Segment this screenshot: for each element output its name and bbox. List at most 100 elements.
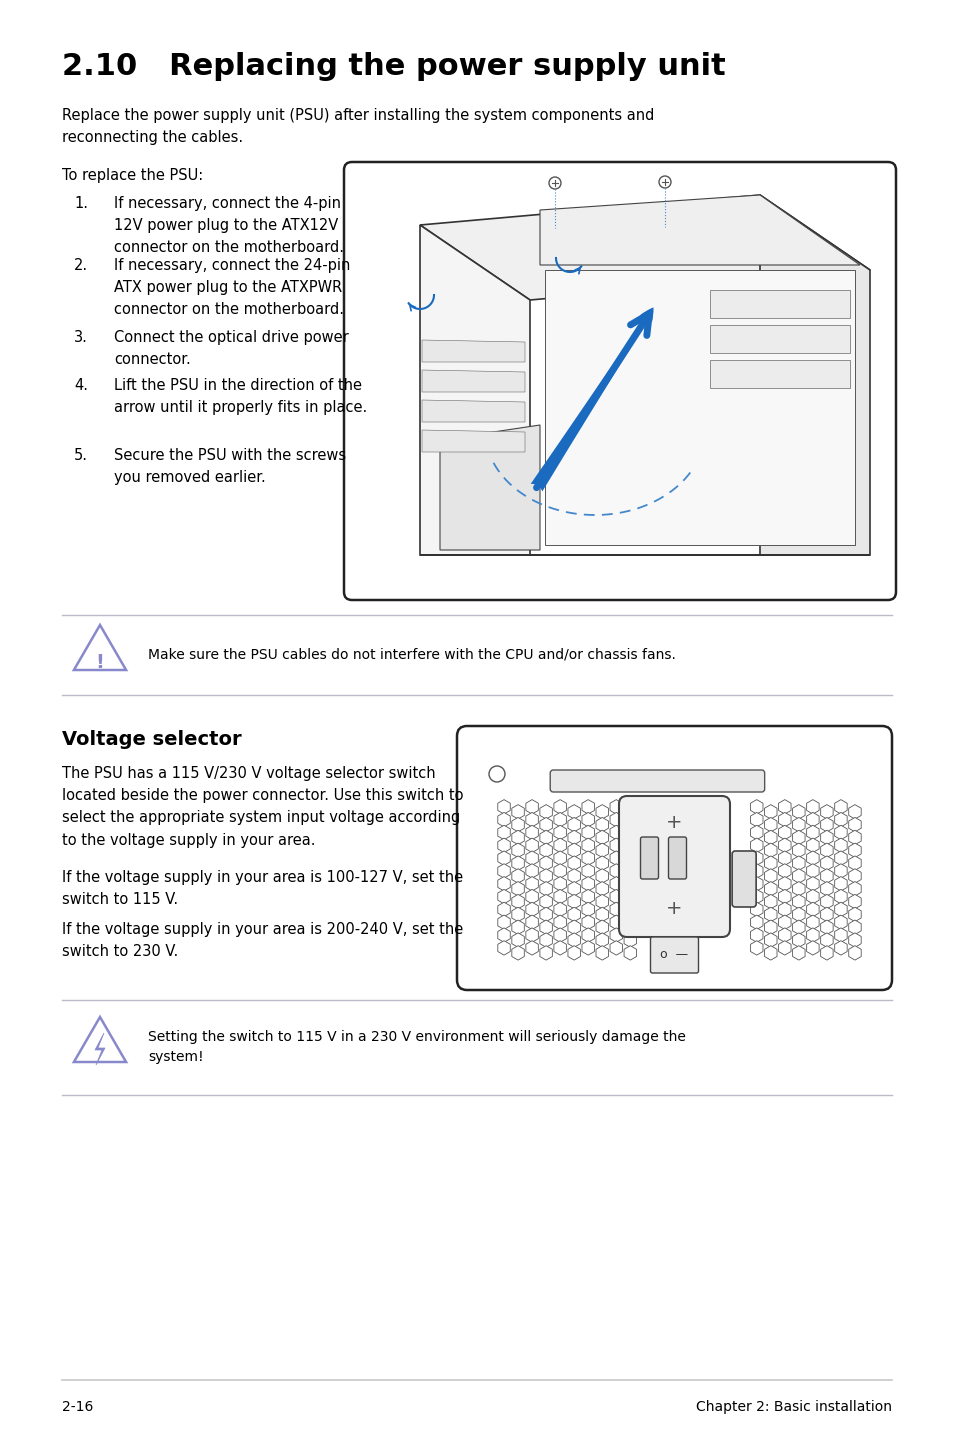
Polygon shape (834, 800, 846, 814)
Polygon shape (763, 933, 776, 948)
Polygon shape (596, 843, 608, 857)
Polygon shape (596, 805, 608, 820)
Polygon shape (581, 902, 594, 916)
Polygon shape (760, 196, 869, 555)
Polygon shape (820, 907, 832, 922)
Polygon shape (512, 805, 524, 820)
Polygon shape (750, 825, 762, 840)
Polygon shape (763, 856, 776, 870)
Polygon shape (806, 800, 819, 814)
Polygon shape (763, 907, 776, 922)
Polygon shape (750, 877, 762, 892)
Text: Chapter 2: Basic installation: Chapter 2: Basic installation (696, 1401, 891, 1414)
Polygon shape (554, 851, 566, 866)
Polygon shape (554, 902, 566, 916)
Polygon shape (497, 877, 510, 892)
Polygon shape (581, 877, 594, 892)
Polygon shape (623, 946, 636, 961)
Text: 2-16: 2-16 (62, 1401, 93, 1414)
Polygon shape (820, 805, 832, 820)
Text: Voltage selector: Voltage selector (62, 731, 241, 749)
Polygon shape (848, 933, 861, 948)
Polygon shape (834, 838, 846, 853)
Polygon shape (778, 940, 790, 955)
Polygon shape (581, 825, 594, 840)
Text: If the voltage supply in your area is 200-240 V, set the
switch to 230 V.: If the voltage supply in your area is 20… (62, 922, 463, 959)
Polygon shape (848, 805, 861, 820)
Polygon shape (848, 817, 861, 831)
Polygon shape (763, 894, 776, 909)
Polygon shape (834, 928, 846, 942)
Polygon shape (497, 800, 510, 814)
Polygon shape (581, 812, 594, 827)
FancyBboxPatch shape (344, 162, 895, 600)
Polygon shape (539, 894, 552, 909)
Polygon shape (792, 843, 804, 857)
Text: The PSU has a 115 V/230 V voltage selector switch
located beside the power conne: The PSU has a 115 V/230 V voltage select… (62, 766, 463, 847)
Polygon shape (848, 894, 861, 909)
Polygon shape (848, 843, 861, 857)
Polygon shape (806, 928, 819, 942)
Text: o  —: o — (659, 949, 688, 962)
Polygon shape (778, 902, 790, 916)
Polygon shape (834, 825, 846, 840)
Polygon shape (623, 933, 636, 948)
Polygon shape (609, 890, 622, 905)
Polygon shape (750, 902, 762, 916)
Polygon shape (525, 915, 537, 929)
Polygon shape (820, 830, 832, 844)
Polygon shape (778, 851, 790, 866)
Polygon shape (581, 915, 594, 929)
FancyBboxPatch shape (618, 797, 729, 938)
Polygon shape (848, 946, 861, 961)
Polygon shape (539, 881, 552, 896)
Polygon shape (525, 902, 537, 916)
Polygon shape (567, 856, 579, 870)
Polygon shape (848, 869, 861, 883)
Polygon shape (421, 430, 524, 452)
Polygon shape (792, 920, 804, 935)
Polygon shape (539, 830, 552, 844)
FancyBboxPatch shape (550, 769, 764, 792)
Polygon shape (820, 946, 832, 961)
Polygon shape (806, 890, 819, 905)
Polygon shape (554, 800, 566, 814)
Polygon shape (750, 838, 762, 853)
Text: 2.: 2. (74, 257, 88, 273)
Polygon shape (554, 877, 566, 892)
Polygon shape (778, 890, 790, 905)
Polygon shape (750, 864, 762, 879)
Polygon shape (792, 817, 804, 831)
Polygon shape (539, 933, 552, 948)
Polygon shape (525, 812, 537, 827)
FancyBboxPatch shape (456, 726, 891, 989)
Polygon shape (421, 400, 524, 421)
Text: If the voltage supply in your area is 100-127 V, set the
switch to 115 V.: If the voltage supply in your area is 10… (62, 870, 462, 907)
Polygon shape (525, 928, 537, 942)
Polygon shape (596, 933, 608, 948)
Text: 5.: 5. (74, 449, 88, 463)
Polygon shape (806, 940, 819, 955)
Polygon shape (792, 869, 804, 883)
Text: +: + (665, 900, 682, 919)
Polygon shape (609, 825, 622, 840)
Polygon shape (623, 907, 636, 922)
Polygon shape (820, 843, 832, 857)
Text: Lift the PSU in the direction of the
arrow until it properly fits in place.: Lift the PSU in the direction of the arr… (113, 378, 367, 416)
Polygon shape (763, 805, 776, 820)
Polygon shape (750, 928, 762, 942)
Polygon shape (848, 856, 861, 870)
Polygon shape (609, 851, 622, 866)
Polygon shape (750, 851, 762, 866)
Polygon shape (792, 907, 804, 922)
Polygon shape (419, 196, 869, 301)
Text: If necessary, connect the 4-pin
12V power plug to the ATX12V
connector on the mo: If necessary, connect the 4-pin 12V powe… (113, 196, 344, 256)
Polygon shape (792, 881, 804, 896)
Polygon shape (820, 881, 832, 896)
Polygon shape (596, 946, 608, 961)
Polygon shape (419, 224, 530, 555)
Polygon shape (525, 877, 537, 892)
Text: 4.: 4. (74, 378, 88, 393)
Polygon shape (792, 946, 804, 961)
Polygon shape (596, 881, 608, 896)
